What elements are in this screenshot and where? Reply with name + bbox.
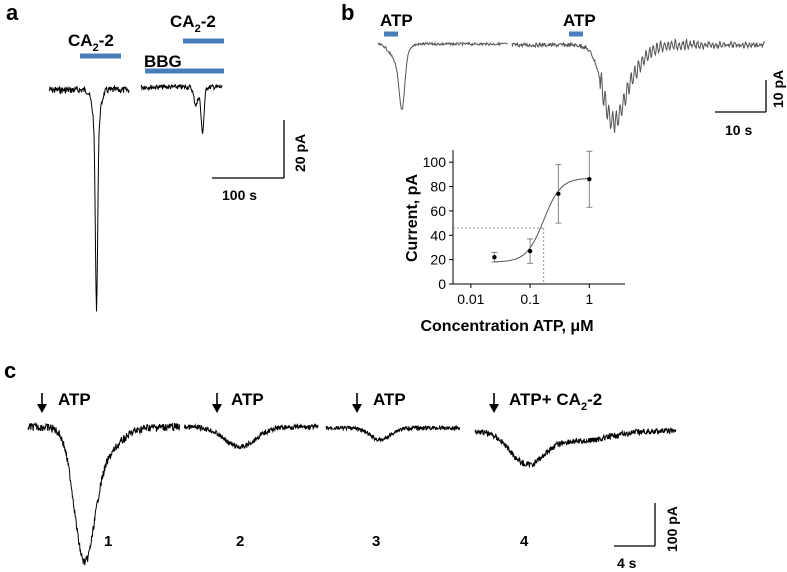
data-points <box>491 150 593 264</box>
y-tick-label: 40 <box>430 227 446 243</box>
current-trace-a1 <box>48 84 130 312</box>
trace-number-4: 4 <box>520 533 529 550</box>
y-tick-label: 60 <box>430 203 446 219</box>
down-arrow-icon <box>212 393 222 413</box>
data-point <box>492 255 497 260</box>
data-point <box>527 248 533 254</box>
ec50-guides <box>453 227 545 284</box>
y-tick-label: 80 <box>430 179 446 195</box>
y-axis-title: Current, pA <box>404 174 421 262</box>
atp-label-b1: ATP <box>380 11 413 30</box>
axis-ticks: 0 20 40 60 80 100 0.01 0.1 1 <box>423 154 594 307</box>
trace-number-3: 3 <box>372 533 380 550</box>
down-arrow-icon <box>352 393 362 413</box>
fit-curve <box>494 177 590 263</box>
current-trace-c3 <box>325 424 461 443</box>
atp-label-c1: ATP <box>58 390 91 409</box>
x-tick-label: 0.01 <box>457 291 484 307</box>
panel-letter-b: b <box>341 0 354 25</box>
trace-number-2: 2 <box>236 533 244 550</box>
scale-label-x-a: 100 s <box>222 187 257 203</box>
current-trace-b2 <box>511 37 766 133</box>
y-tick-label: 100 <box>423 154 447 170</box>
trace-number-1: 1 <box>104 533 112 550</box>
x-axis-title: Concentration ATP, μM <box>420 318 593 335</box>
current-trace-b1 <box>377 41 508 111</box>
data-point <box>587 177 592 182</box>
x-tick-label: 1 <box>585 291 593 307</box>
dose-response-chart: 0 20 40 60 80 100 0.01 0.1 1 Current, pA Concent… <box>404 150 625 335</box>
current-trace-c1 <box>27 421 181 566</box>
atp-ca2-2-label-c4: ATP+ CA2-2 <box>509 390 602 413</box>
scale-label-y-a: 20 pA <box>292 134 308 172</box>
panel-letter-a: a <box>6 0 19 25</box>
panel-letter-c: c <box>4 358 16 383</box>
current-trace-c2 <box>183 422 319 450</box>
scale-label-x-b: 10 s <box>725 122 752 138</box>
scale-label-x-c: 4 s <box>617 555 637 571</box>
data-point <box>556 191 561 197</box>
scale-label-y-b: 10 pA <box>770 70 786 108</box>
atp-label-b2: ATP <box>563 11 596 30</box>
down-arrow-icon <box>489 393 499 413</box>
panel-b: b ATP ATP 10 pA 10 s 0 20 40 60 80 100 0.01 0.1… <box>341 0 786 335</box>
ca2-2-label-2: CA2-2 <box>170 12 216 35</box>
bbg-label: BBG <box>144 52 182 71</box>
ca2-2-label-1: CA2-2 <box>68 31 114 54</box>
scale-label-y-c: 100 pA <box>664 506 680 552</box>
x-tick-label: 0.1 <box>520 291 540 307</box>
down-arrow-icon <box>37 393 47 413</box>
current-trace-c4 <box>474 427 677 468</box>
y-tick-label: 0 <box>438 276 446 292</box>
panel-c: c ATP ATP ATP ATP+ CA2-2 1 2 3 4 <box>4 358 680 571</box>
panel-a: a CA2-2 CA2-2 BBG 20 pA 100 s <box>6 0 308 312</box>
y-tick-label: 20 <box>430 252 446 268</box>
atp-label-c2: ATP <box>231 390 264 409</box>
atp-label-c3: ATP <box>373 390 406 409</box>
current-trace-a2 <box>140 83 223 134</box>
